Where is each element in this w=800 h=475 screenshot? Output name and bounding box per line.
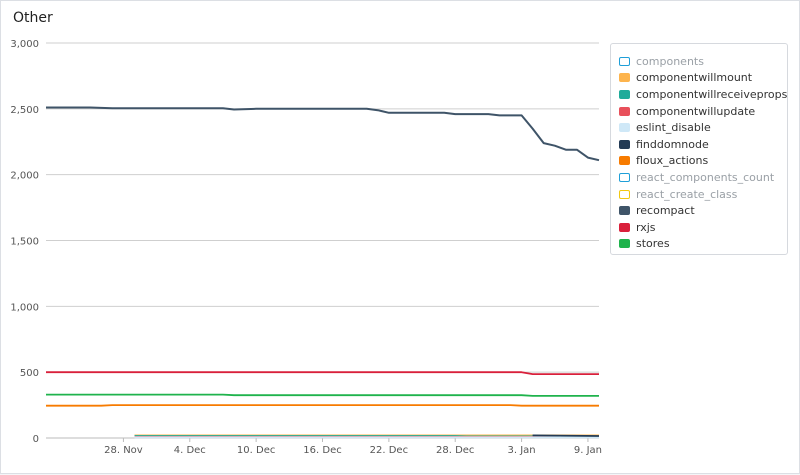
legend-label: componentwillreceiveprops	[636, 88, 787, 101]
legend-label: eslint_disable	[636, 121, 711, 134]
y-tick-label: 3,000	[10, 39, 39, 50]
legend-label: stores	[636, 237, 670, 250]
x-tick-label: 3. Jan	[508, 445, 536, 456]
grid-lines	[46, 43, 599, 438]
series-line-finddomnode[interactable]	[533, 435, 599, 436]
y-tick-label: 2,000	[10, 171, 39, 182]
series-line-stores[interactable]	[46, 395, 599, 396]
legend-swatch-icon	[619, 107, 630, 116]
legend-swatch-icon	[619, 140, 630, 149]
legend-item-react_components_count[interactable]: react_components_count	[619, 169, 787, 186]
legend-item-componentwillreceiveprops[interactable]: componentwillreceiveprops	[619, 86, 787, 103]
x-tick-label: 16. Dec	[303, 445, 341, 456]
legend-label: react_create_class	[636, 188, 737, 201]
legend-label: rxjs	[636, 221, 656, 234]
legend-swatch-icon	[619, 223, 630, 232]
x-axis-ticks: 28. Nov 4. Dec 10. Dec 16. Dec 22. Dec 28. De…	[104, 438, 602, 456]
y-axis-ticks: 0 500 1,000 1,500 2,000 2,500 3,000	[10, 39, 39, 445]
legend-swatch-icon	[619, 57, 630, 66]
x-tick-label: 10. Dec	[237, 445, 275, 456]
legend-item-rxjs[interactable]: rxjs	[619, 219, 787, 236]
x-tick-label: 22. Dec	[370, 445, 408, 456]
legend-swatch-icon	[619, 123, 630, 132]
legend-label: react_components_count	[636, 171, 774, 184]
legend-swatch-icon	[619, 190, 630, 199]
legend-swatch-icon	[619, 173, 630, 182]
y-tick-label: 500	[20, 368, 39, 379]
legend-item-floux_actions[interactable]: floux_actions	[619, 153, 787, 170]
legend-item-components[interactable]: components	[619, 53, 787, 70]
legend-item-react_create_class[interactable]: react_create_class	[619, 186, 787, 203]
legend-item-componentwillupdate[interactable]: componentwillupdate	[619, 103, 787, 120]
y-tick-label: 1,000	[10, 302, 39, 313]
legend-label: components	[636, 55, 704, 68]
y-tick-label: 1,500	[10, 237, 39, 248]
legend-item-recompact[interactable]: recompact	[619, 202, 787, 219]
legend-swatch-icon	[619, 239, 630, 248]
legend-label: finddomnode	[636, 138, 709, 151]
y-tick-label: 0	[33, 434, 39, 445]
x-tick-label: 9. Jan	[574, 445, 602, 456]
legend: components componentwillmount componentwil…	[610, 43, 788, 255]
legend-label: floux_actions	[636, 154, 708, 167]
legend-swatch-icon	[619, 73, 630, 82]
legend-swatch-icon	[619, 156, 630, 165]
x-tick-label: 28. Nov	[104, 445, 143, 456]
legend-swatch-icon	[619, 206, 630, 215]
legend-label: componentwillupdate	[636, 105, 755, 118]
legend-swatch-icon	[619, 90, 630, 99]
legend-item-componentwillmount[interactable]: componentwillmount	[619, 70, 787, 87]
series-lines	[46, 108, 599, 438]
series-line-recompact[interactable]	[46, 108, 599, 161]
x-tick-label: 4. Dec	[174, 445, 206, 456]
x-tick-label: 28. Dec	[436, 445, 474, 456]
series-line-floux_actions[interactable]	[46, 405, 599, 406]
legend-item-stores[interactable]: stores	[619, 236, 787, 253]
legend-item-eslint_disable[interactable]: eslint_disable	[619, 119, 787, 136]
legend-label: componentwillmount	[636, 71, 752, 84]
legend-item-finddomnode[interactable]: finddomnode	[619, 136, 787, 153]
y-tick-label: 2,500	[10, 105, 39, 116]
series-line-rxjs[interactable]	[46, 372, 599, 374]
legend-label: recompact	[636, 204, 695, 217]
